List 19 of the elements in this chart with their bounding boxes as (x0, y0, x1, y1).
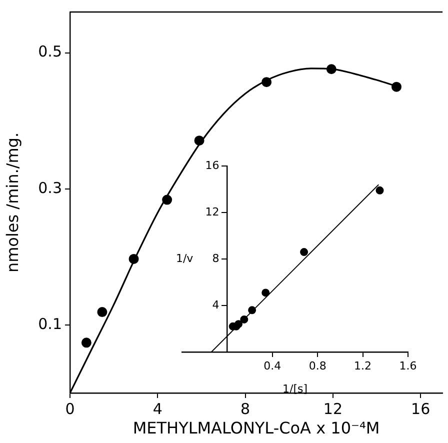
y-tick-label: 16 (205, 158, 220, 172)
x-tick-label: 1.6 (399, 359, 417, 372)
y-axis-title: 1/v (176, 252, 194, 265)
x-axis-title: METHYLMALONYL-CoA x 10⁻⁴M (132, 418, 380, 438)
x-tick-label: 12 (323, 400, 342, 418)
y-tick-label: 0.1 (38, 314, 62, 333)
x-tick-label: 1.2 (354, 359, 372, 372)
x-tick-label: 16 (411, 400, 430, 418)
y-tick-label: 4 (212, 298, 220, 312)
y-axis-title: nmoles /min./mg. (2, 132, 22, 273)
x-tick-label: 0.8 (308, 359, 326, 372)
x-tick-label: 4 (152, 400, 162, 418)
x-tick-label: 0 (65, 400, 75, 418)
x-tick-label: 0.4 (264, 359, 282, 372)
y-tick-label: 8 (212, 252, 220, 265)
y-tick-label: 0.3 (38, 178, 62, 197)
y-tick-label: 12 (205, 205, 220, 218)
y-tick-label: 0.5 (38, 42, 62, 61)
x-tick-label: 8 (240, 400, 250, 418)
